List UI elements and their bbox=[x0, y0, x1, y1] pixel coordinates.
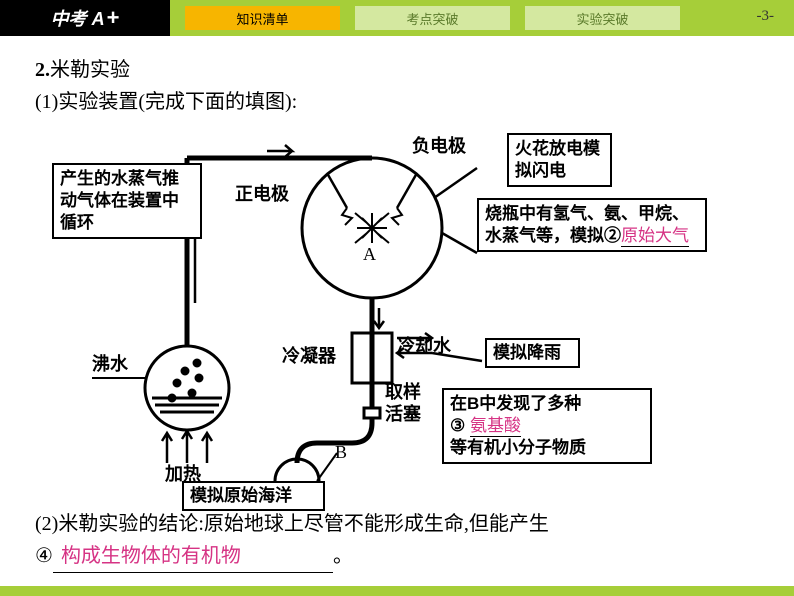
content-area: 2.米勒实验 (1)实验装置(完成下面的填图): bbox=[0, 36, 794, 573]
page-number: -3- bbox=[757, 8, 775, 25]
tab-knowledge[interactable]: 知识清单 bbox=[185, 6, 340, 30]
answer-3: 氨基酸 bbox=[470, 416, 521, 435]
sub2-prefix: (2)米勒实验的结论:原始地球上尽管不能形成生命,但能产生 bbox=[35, 513, 549, 535]
title-line: 2.米勒实验 bbox=[35, 54, 759, 86]
label-pos-electrode: 正电极 bbox=[235, 183, 289, 205]
logo-text: 中考 A+ bbox=[51, 5, 120, 31]
label-neg-electrode: 负电极 bbox=[412, 135, 466, 157]
footer-bar bbox=[0, 586, 794, 596]
box-flask-content: 烧瓶中有氢气、氨、甲烷、水蒸气等，模拟②原始大气 bbox=[477, 198, 707, 252]
title-num: 2. bbox=[35, 59, 50, 81]
label-boiling: 沸水 bbox=[92, 353, 128, 375]
box-spark: 火花放电模拟闪电 bbox=[507, 133, 612, 187]
label-stopper: 活塞 bbox=[385, 403, 421, 425]
sub2-num: ④ bbox=[35, 545, 53, 567]
logo: 中考 A+ bbox=[0, 0, 170, 36]
label-A: A bbox=[363, 243, 376, 265]
sub2-period: 。 bbox=[333, 545, 353, 567]
label-B: B bbox=[335, 441, 347, 463]
box-B-prefix: 在B中发现了多种 bbox=[450, 394, 581, 413]
label-cooling-water: 冷却水 bbox=[397, 335, 451, 357]
box-B-content: 在B中发现了多种 ③ 氨基酸 等有机小分子物质 bbox=[442, 388, 652, 464]
tab-experiments[interactable]: 实验突破 bbox=[525, 6, 680, 30]
box-steam: 产生的水蒸气推动气体在装置中循环 bbox=[52, 163, 202, 239]
miller-diagram: 产生的水蒸气推动气体在装置中循环 正电极 负电极 火花放电模拟闪电 烧瓶中有氢气… bbox=[37, 123, 757, 503]
tab-exam-points[interactable]: 考点突破 bbox=[355, 6, 510, 30]
header-bar: 中考 A+ 知识清单 考点突破 实验突破 -3- bbox=[0, 0, 794, 36]
label-sample: 取样 bbox=[385, 381, 421, 403]
box-rain: 模拟降雨 bbox=[485, 338, 580, 368]
box-ocean: 模拟原始海洋 bbox=[182, 481, 325, 511]
title-text: 米勒实验 bbox=[50, 59, 130, 81]
label-condenser: 冷凝器 bbox=[282, 345, 336, 367]
conclusion-text: (2)米勒实验的结论:原始地球上尽管不能形成生命,但能产生 ④ 构成生物体的有机物… bbox=[35, 508, 759, 573]
answer-2: 原始大气 bbox=[621, 226, 689, 245]
sub1-line: (1)实验装置(完成下面的填图): bbox=[35, 86, 759, 118]
box-B-num: ③ bbox=[450, 416, 465, 435]
answer-4: 构成生物体的有机物 bbox=[61, 545, 241, 567]
box-B-suffix: 等有机小分子物质 bbox=[450, 438, 586, 457]
